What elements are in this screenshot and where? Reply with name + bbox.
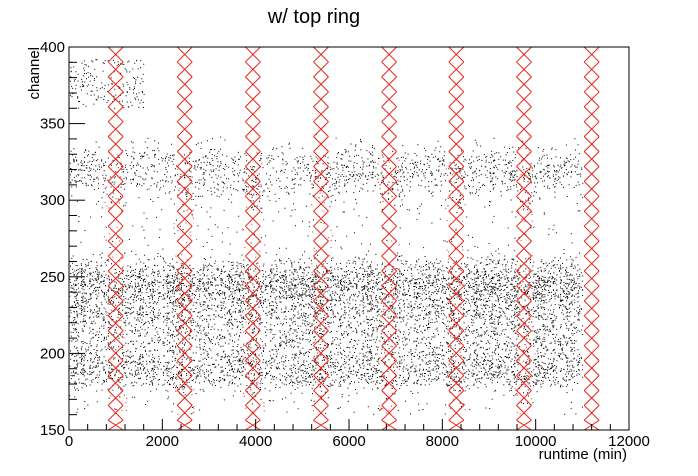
y-tick-label: 150 — [40, 422, 65, 439]
cross-marks — [381, 46, 397, 431]
cross-marks — [313, 46, 329, 431]
excluded-window — [107, 46, 124, 431]
cross-marks — [176, 46, 193, 431]
x-axis-title: runtime (min) — [539, 446, 627, 463]
y-tick-label: 350 — [40, 116, 65, 133]
x-axis: 0 2000 4000 6000 8000 10000 12000 — [65, 419, 650, 450]
x-tick-label: 12000 — [608, 433, 650, 450]
x-tick-label: 8000 — [426, 433, 459, 450]
x-tick-label: 4000 — [239, 433, 272, 450]
y-tick-label: 250 — [40, 269, 65, 286]
y-axis: 150 200 250 300 350 400 — [40, 39, 85, 439]
excluded-window-marks — [107, 46, 600, 431]
excluded-window — [176, 46, 193, 431]
y-axis-title: channel — [26, 47, 43, 100]
cross-marks — [583, 46, 600, 431]
excluded-window — [516, 46, 532, 431]
data-points — [69, 59, 584, 415]
excluded-window — [381, 46, 397, 431]
cross-marks — [245, 46, 261, 431]
x-tick-label: 0 — [65, 433, 73, 450]
excluded-window — [583, 46, 600, 431]
excluded-window — [448, 46, 465, 431]
cross-marks — [516, 46, 532, 431]
chart-title: w/ top ring — [267, 6, 360, 28]
cross-marks — [448, 46, 465, 431]
excluded-window — [313, 46, 329, 431]
cross-marks — [107, 46, 124, 431]
excluded-window — [245, 46, 261, 431]
x-tick-label: 2000 — [146, 433, 179, 450]
x-tick-label: 6000 — [332, 433, 365, 450]
x-tick-label: 10000 — [515, 433, 557, 450]
y-tick-label: 300 — [40, 192, 65, 209]
channel-hit-points — [69, 59, 584, 415]
y-tick-label: 200 — [40, 345, 65, 362]
y-tick-label: 400 — [40, 39, 65, 56]
